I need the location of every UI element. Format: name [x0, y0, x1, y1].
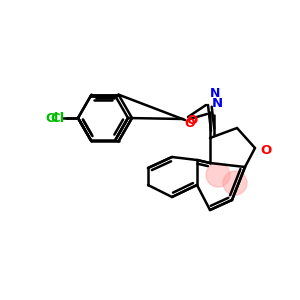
Text: O: O — [186, 113, 197, 127]
Text: O: O — [260, 143, 271, 157]
Text: Cl: Cl — [51, 112, 65, 124]
Text: O: O — [184, 117, 195, 130]
Circle shape — [223, 171, 247, 195]
Text: Cl: Cl — [46, 112, 59, 124]
Circle shape — [206, 163, 230, 187]
Text: N: N — [210, 87, 220, 100]
Text: N: N — [212, 97, 223, 110]
